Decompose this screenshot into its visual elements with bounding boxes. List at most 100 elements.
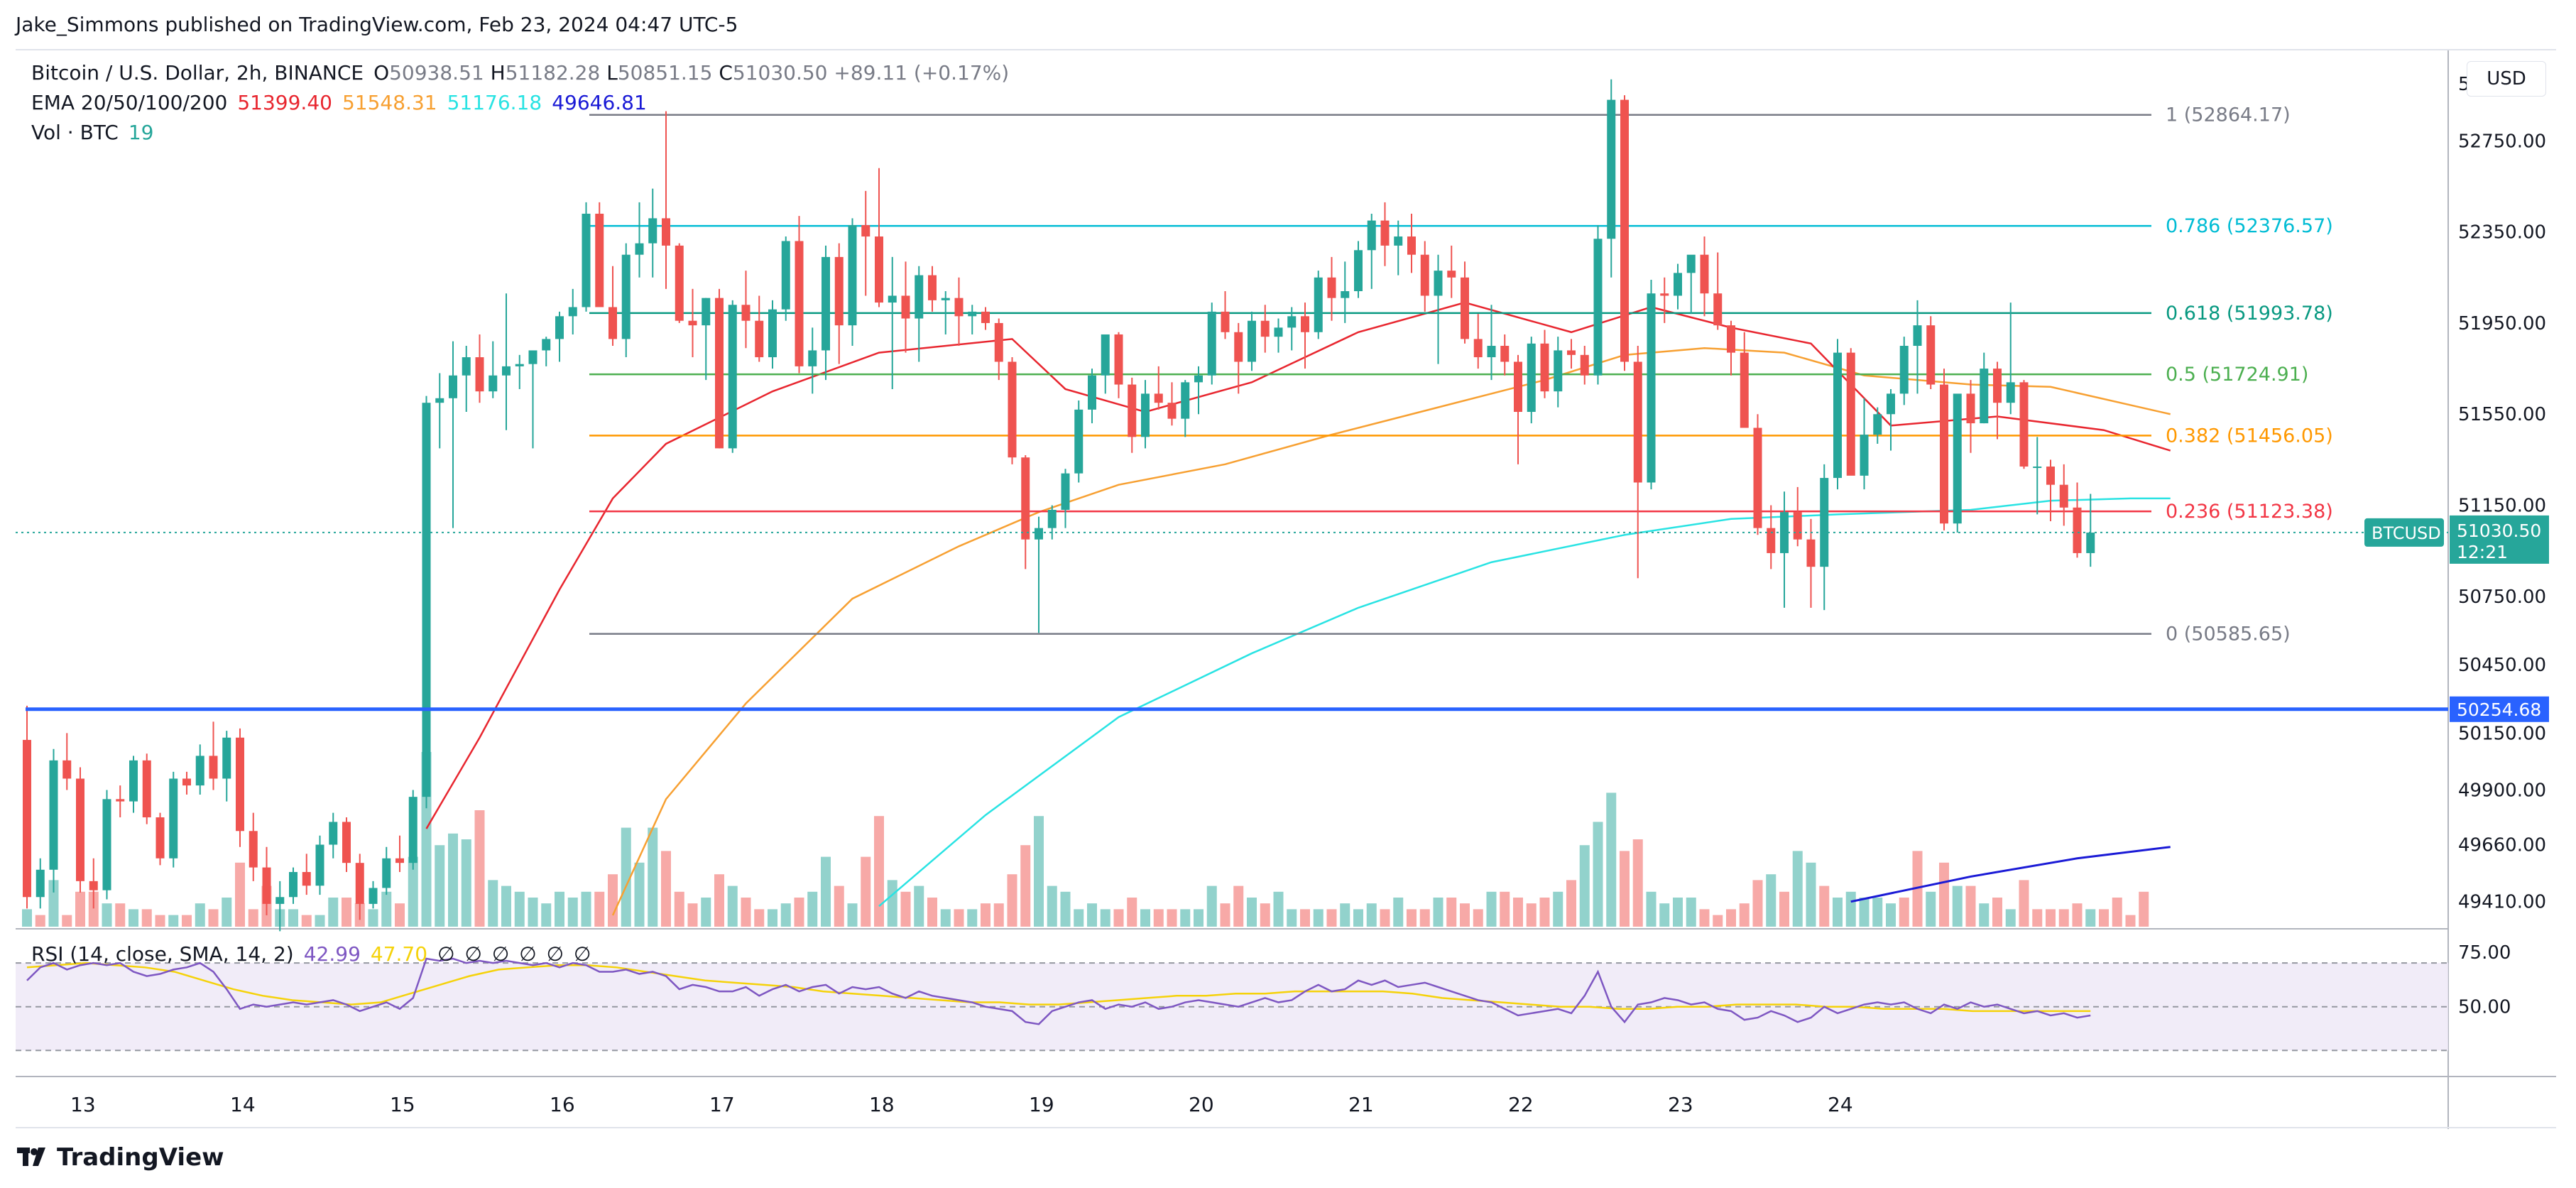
candle-body <box>1447 271 1456 278</box>
candle-body <box>688 320 697 326</box>
candle-body <box>2073 507 2082 553</box>
volume-bar <box>381 891 392 927</box>
candle-body <box>1167 403 1177 419</box>
volume-bar <box>555 891 564 927</box>
volume-bar <box>780 903 791 927</box>
fib-level-label: 0 (50585.65) <box>2166 623 2291 645</box>
volume-bar <box>1407 909 1417 927</box>
volume-bar <box>1699 909 1710 927</box>
price-tick-label: 51950.00 <box>2458 313 2546 334</box>
volume-bar <box>900 891 911 927</box>
volume-label[interactable]: Vol · BTC <box>31 121 119 144</box>
rsi-label[interactable]: RSI (14, close, SMA, 14, 2) <box>31 942 294 966</box>
price-tick-label: 50450.00 <box>2458 655 2546 676</box>
candle-body <box>1607 99 1616 239</box>
volume-bar <box>1845 891 1856 927</box>
volume-bar <box>594 891 605 927</box>
candle-body <box>568 307 577 317</box>
candle-body <box>1008 361 1017 458</box>
volume-bar <box>48 880 59 927</box>
candle-body <box>76 778 84 881</box>
ema-label[interactable]: EMA 20/50/100/200 <box>31 91 228 114</box>
candle-body <box>2006 382 2015 403</box>
candle-body <box>1047 509 1057 528</box>
candle-body <box>315 844 324 886</box>
candle-body <box>1021 457 1030 540</box>
price-tick-label: 49660.00 <box>2458 835 2546 856</box>
candle-body <box>1260 320 1270 337</box>
volume-bar <box>1473 909 1483 927</box>
volume-bar <box>648 827 658 927</box>
tradingview-logo[interactable]: TradingView <box>17 1143 224 1172</box>
volume-bar <box>528 898 538 927</box>
currency-button[interactable]: USD <box>2467 61 2546 97</box>
candle-body <box>1846 352 1855 476</box>
volume-bar <box>1486 891 1497 927</box>
volume-bar <box>1047 885 1057 927</box>
fib-level-label: 0.618 (51993.78) <box>2166 303 2333 325</box>
candle-body <box>808 350 817 366</box>
volume-bar <box>182 915 192 927</box>
candle-body <box>1980 369 1989 424</box>
volume-bar <box>88 891 99 927</box>
candle-body <box>968 311 977 317</box>
volume-bar <box>634 862 645 927</box>
candle-body <box>1354 250 1363 292</box>
volume-bar <box>435 845 445 927</box>
candle-body <box>755 320 764 358</box>
volume-bar <box>1792 851 1803 927</box>
support-price-label: 50254.68 <box>2457 699 2541 720</box>
volume-bar <box>1194 909 1204 927</box>
volume-bar <box>687 903 698 927</box>
candle-body <box>302 872 311 886</box>
candle-body <box>875 236 883 303</box>
volume-bar <box>794 898 804 927</box>
volume-value: 19 <box>128 121 154 144</box>
volume-bar <box>342 898 351 927</box>
time-tick-label: 18 <box>869 1093 895 1116</box>
candle-body <box>2086 533 2095 553</box>
symbol-title[interactable]: Bitcoin / U.S. Dollar, 2h, BINANCE <box>31 61 364 85</box>
volume-bar <box>1247 898 1257 927</box>
candle-body <box>515 364 524 366</box>
volume-bar <box>1833 898 1843 927</box>
candle-body <box>1674 273 1682 296</box>
candle-body <box>1114 334 1123 385</box>
candle-body <box>89 881 98 890</box>
candle-body <box>1873 414 1882 435</box>
candle-body <box>289 872 298 898</box>
volume-bar <box>1526 903 1537 927</box>
volume-bar <box>1140 909 1150 927</box>
volume-bar <box>1579 845 1590 927</box>
volume-bar <box>1806 862 1816 927</box>
volume-bar <box>1779 891 1789 927</box>
volume-bar <box>2112 898 2122 927</box>
volume-bar <box>807 891 818 927</box>
candle-body <box>1820 478 1829 567</box>
volume-bar <box>1020 845 1031 927</box>
ohlc-low-value: 50851.15 <box>617 61 713 85</box>
candle-body <box>116 799 125 802</box>
candle-body <box>275 897 285 904</box>
candle-body <box>355 863 364 904</box>
legend-ema-row: EMA 20/50/100/200 51399.40 51548.31 5117… <box>31 91 647 114</box>
candle-body <box>1740 352 1749 428</box>
candle-body <box>1248 320 1256 362</box>
price-tick-label: 52750.00 <box>2458 131 2546 152</box>
fib-level-label: 0.786 (52376.57) <box>2166 215 2333 237</box>
candle-body <box>928 275 937 300</box>
volume-bar <box>1673 898 1683 927</box>
volume-bar <box>847 903 858 927</box>
volume-bar <box>1939 862 1949 927</box>
volume-bar <box>1553 891 1563 927</box>
volume-bar <box>1500 891 1510 927</box>
candle-body <box>848 225 857 326</box>
candle-body <box>728 305 737 449</box>
rsi-line <box>26 957 2091 1025</box>
candle-body <box>542 339 551 351</box>
candle-body <box>981 311 990 323</box>
candle-body <box>489 375 498 392</box>
volume-bar <box>129 909 138 927</box>
